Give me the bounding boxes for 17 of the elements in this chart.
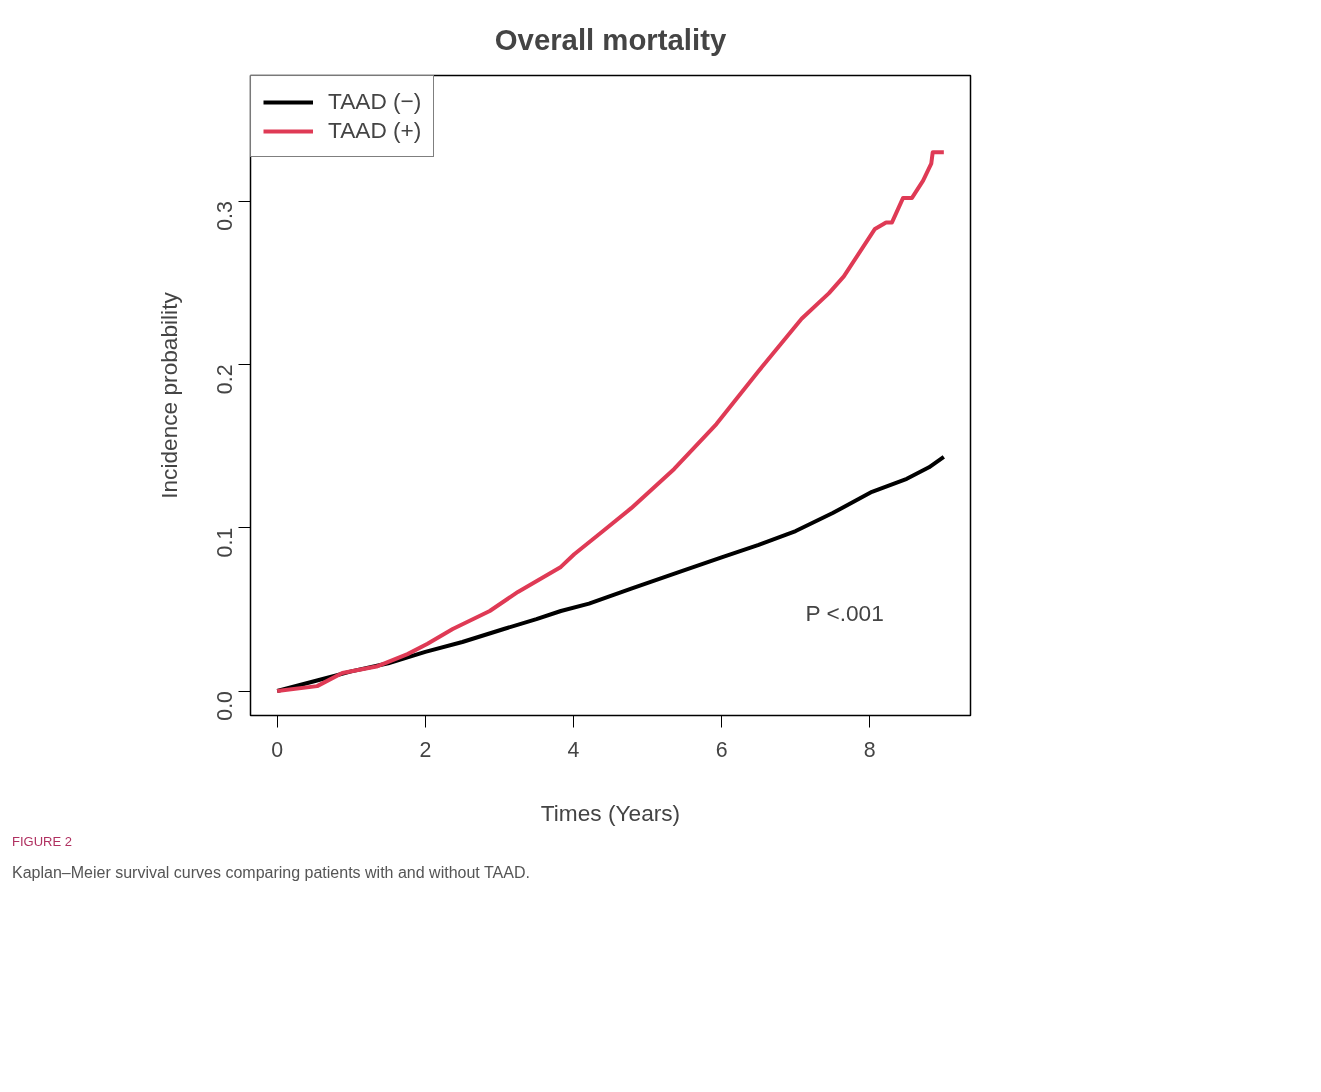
- caption: FIGURE 2: [12, 833, 72, 851]
- chart-title: Overall mortality: [494, 22, 727, 56]
- x-tick-label: 2: [419, 737, 432, 762]
- annotation: P <.001: [805, 599, 884, 626]
- x-axis-title: Times (Years): [540, 799, 681, 826]
- y-tick-label: 0.1: [213, 527, 237, 558]
- x-tick-label: 8: [863, 737, 876, 762]
- y-axis-title: Incidence probability: [155, 291, 182, 499]
- text: Kaplan–Meier survival curves comparing patients with and without TAAD.: [12, 862, 530, 883]
- x-tick-label: 6: [715, 737, 728, 762]
- y-tick-label: 0.0: [213, 690, 237, 721]
- x-tick-label: 0: [271, 737, 284, 762]
- legend-label: TAAD (−): [328, 88, 422, 115]
- y-tick-label: 0.3: [213, 201, 237, 231]
- x-tick-label: 4: [567, 737, 580, 762]
- legend-label: TAAD (+): [328, 117, 422, 144]
- y-tick-label: 0.2: [213, 364, 237, 395]
